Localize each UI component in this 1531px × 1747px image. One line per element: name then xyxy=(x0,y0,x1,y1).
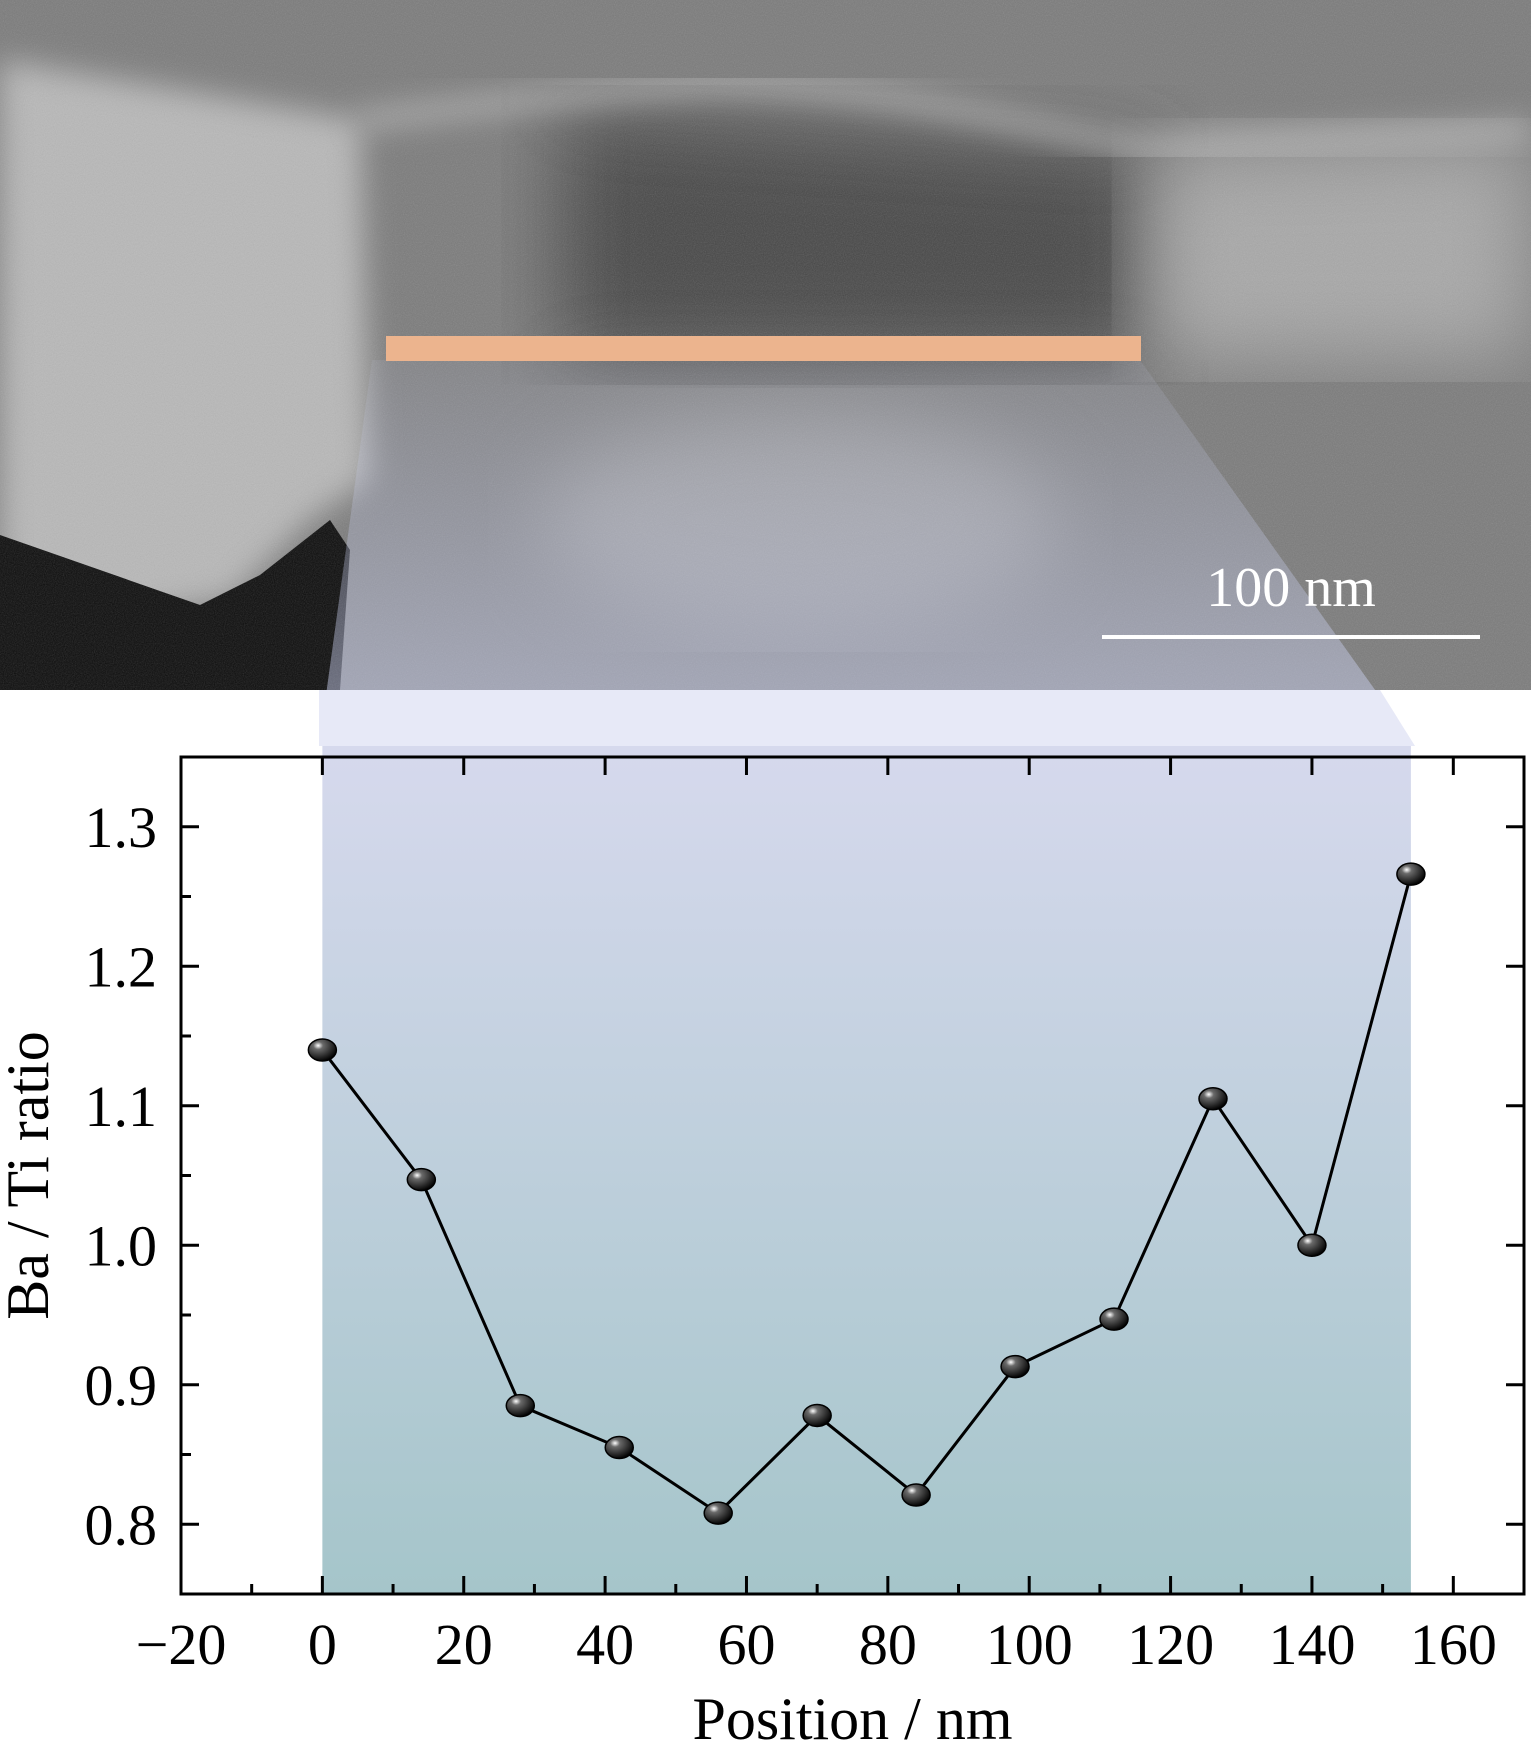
data-point xyxy=(1099,1307,1129,1331)
y-axis-title: Ba / Ti ratio xyxy=(0,1031,61,1319)
x-tick-label: 100 xyxy=(986,1612,1073,1677)
y-tick-labels: 0.8 0.9 1.0 1.1 1.2 1.3 xyxy=(85,795,158,1558)
scale-bar-label: 100 nm xyxy=(1206,557,1376,619)
data-point xyxy=(802,1403,832,1428)
data-point xyxy=(505,1393,536,1418)
data-point xyxy=(1198,1087,1228,1111)
x-tick-label: 0 xyxy=(308,1612,337,1677)
data-point xyxy=(901,1483,931,1507)
x-tick-label: 20 xyxy=(435,1612,493,1677)
profile-line xyxy=(386,336,1141,361)
x-axis-title: Position / nm xyxy=(692,1686,1012,1747)
data-point xyxy=(1000,1354,1030,1379)
y-tick-label: 0.8 xyxy=(85,1492,158,1557)
x-tick-label: 140 xyxy=(1268,1612,1355,1677)
x-tick-label: −20 xyxy=(136,1612,227,1677)
y-tick-label: 1.2 xyxy=(85,934,158,999)
chart: −20 0 20 40 60 80 100 120 140 160 0.8 0.9 1.0 1.1 1.2… xyxy=(0,746,1526,1747)
x-tick-label: 80 xyxy=(859,1612,917,1677)
y-tick-label: 1.0 xyxy=(85,1213,158,1278)
x-tick-label: 160 xyxy=(1410,1612,1497,1677)
data-points xyxy=(307,862,1426,1525)
x-tick-label: 40 xyxy=(576,1612,634,1677)
data-point xyxy=(406,1167,437,1192)
data-point xyxy=(307,1038,338,1062)
data-point xyxy=(703,1501,733,1525)
data-point xyxy=(1297,1233,1327,1257)
data-point xyxy=(1396,862,1426,886)
data-point xyxy=(604,1435,634,1460)
projection-band-gap xyxy=(319,690,1415,746)
y-tick-label: 0.9 xyxy=(85,1353,158,1418)
profile-projection xyxy=(326,360,1376,690)
micrograph: 100 nm xyxy=(0,0,1531,690)
x-tick-labels: −20 0 20 40 60 80 100 120 140 160 xyxy=(136,1612,1497,1677)
x-tick-label: 60 xyxy=(717,1612,775,1677)
highlight-band xyxy=(322,746,1411,1594)
x-tick-label: 120 xyxy=(1127,1612,1214,1677)
y-tick-label: 1.1 xyxy=(85,1074,158,1139)
y-tick-label: 1.3 xyxy=(85,795,158,860)
series-line xyxy=(321,873,1413,1516)
plot-frame xyxy=(179,755,1526,1596)
